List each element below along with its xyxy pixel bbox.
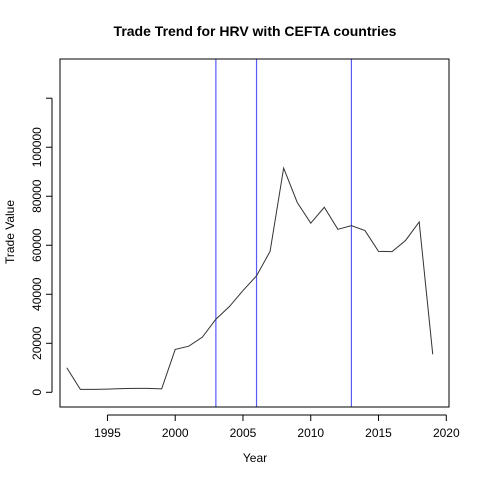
plot-frame [59,58,450,408]
axes: 1995 2000 2005 2010 2015 2020 0 20000 40000 60000… [30,58,460,440]
series-line-0 [66,166,434,390]
y-tick-label-0: 0 [30,389,44,396]
x-tick-label-2010: 2010 [297,426,324,440]
y-axis-label: Trade Value [3,200,17,264]
x-tick-label-1995: 1995 [94,426,121,440]
x-tick-label-2005: 2005 [230,426,257,440]
plot-area [66,59,434,407]
y-tick-label-100000: 100000 [30,127,44,167]
chart-title: Trade Trend for HRV with CEFTA countries [114,23,397,39]
x-axis-label: Year [243,451,267,465]
y-tick-label-60000: 60000 [30,228,44,262]
x-tick-label-2020: 2020 [433,426,460,440]
x-tick-label-2015: 2015 [365,426,392,440]
x-tick-label-2000: 2000 [162,426,189,440]
y-tick-label-80000: 80000 [30,179,44,213]
y-tick-label-20000: 20000 [30,326,44,360]
y-tick-label-40000: 40000 [30,277,44,311]
